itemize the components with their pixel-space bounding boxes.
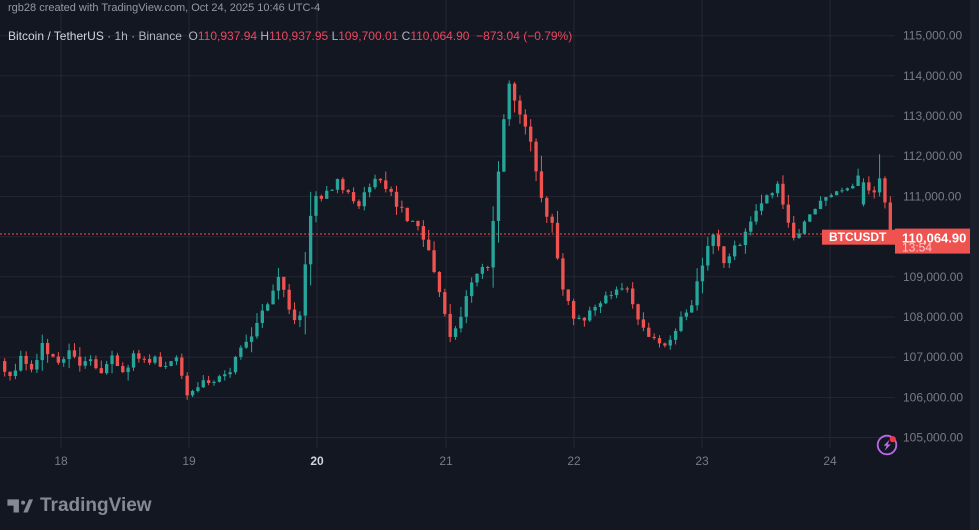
svg-text:107,000.00: 107,000.00 [903, 350, 963, 364]
svg-text:23: 23 [695, 454, 709, 468]
svg-text:112,000.00: 112,000.00 [903, 149, 962, 163]
svg-text:108,000.00: 108,000.00 [903, 310, 963, 324]
svg-text:106,000.00: 106,000.00 [903, 390, 963, 404]
svg-text:109,000.00: 109,000.00 [903, 270, 963, 284]
svg-text:22: 22 [567, 454, 581, 468]
svg-text:113,000.00: 113,000.00 [903, 109, 962, 123]
svg-text:18: 18 [54, 454, 68, 468]
svg-text:24: 24 [823, 454, 837, 468]
svg-text:13:54: 13:54 [902, 241, 932, 255]
svg-text:115,000.00: 115,000.00 [903, 29, 962, 43]
svg-text:114,000.00: 114,000.00 [903, 69, 962, 83]
svg-text:105,000.00: 105,000.00 [903, 431, 963, 445]
svg-text:BTCUSDT: BTCUSDT [829, 230, 887, 244]
svg-text:19: 19 [182, 454, 196, 468]
svg-text:20: 20 [310, 454, 324, 468]
svg-text:111,000.00: 111,000.00 [903, 189, 962, 203]
svg-text:21: 21 [439, 454, 453, 468]
